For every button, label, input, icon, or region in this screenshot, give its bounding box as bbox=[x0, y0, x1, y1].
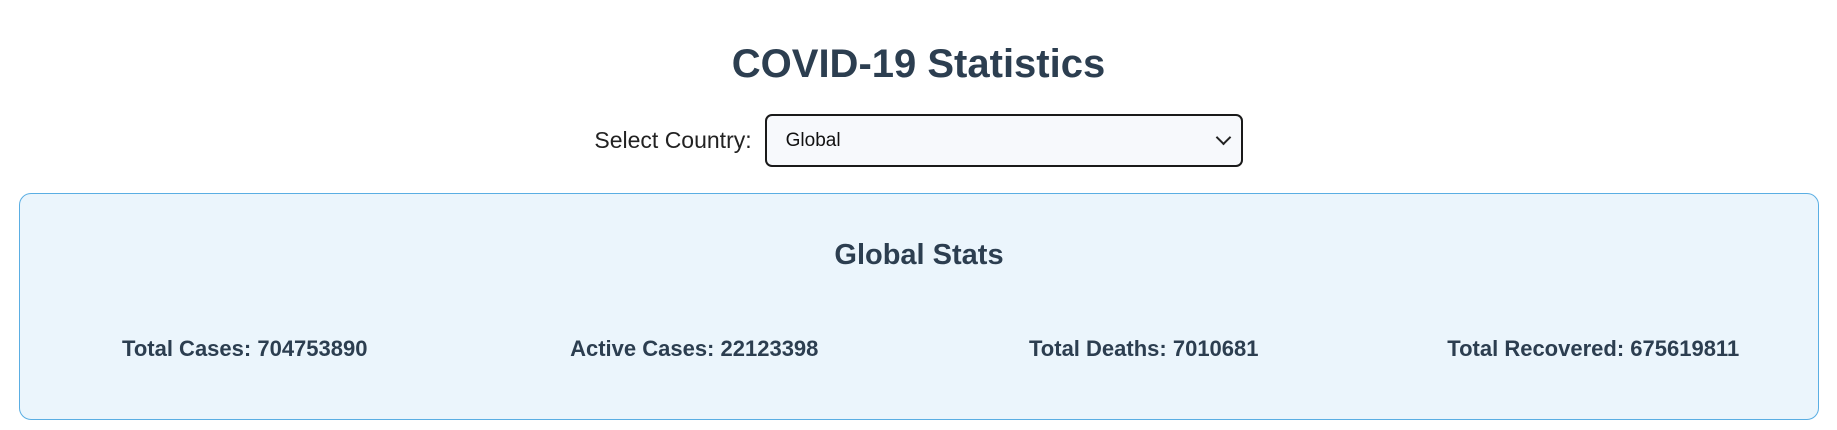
stat-total-cases: Total Cases: 704753890 bbox=[20, 336, 470, 362]
stats-row: Total Cases: 704753890 Active Cases: 221… bbox=[20, 336, 1818, 362]
stat-value: 704753890 bbox=[257, 336, 368, 361]
country-select[interactable]: Global bbox=[764, 114, 1243, 167]
stat-value: 7010681 bbox=[1172, 336, 1259, 361]
country-selector-row: Select Country: Global bbox=[0, 114, 1837, 167]
stat-label: Total Cases: bbox=[122, 336, 252, 361]
stat-label: Active Cases: bbox=[570, 336, 715, 361]
country-select-label: Select Country: bbox=[594, 127, 752, 153]
stat-value: 22123398 bbox=[720, 336, 819, 361]
stat-label: Total Recovered: bbox=[1447, 336, 1625, 361]
stat-active-cases: Active Cases: 22123398 bbox=[470, 336, 920, 362]
stats-title: Global Stats bbox=[834, 239, 1004, 271]
chevron-down-icon bbox=[1215, 129, 1231, 146]
stats-card: Global Stats Total Cases: 704753890 Acti… bbox=[19, 193, 1819, 420]
page-title: COVID-19 Statistics bbox=[731, 42, 1106, 86]
stat-label: Total Deaths: bbox=[1029, 336, 1167, 361]
stat-total-deaths: Total Deaths: 7010681 bbox=[919, 336, 1369, 362]
stat-total-recovered: Total Recovered: 675619811 bbox=[1369, 336, 1819, 362]
country-select-value: Global bbox=[785, 129, 841, 151]
stat-value: 675619811 bbox=[1630, 336, 1740, 361]
